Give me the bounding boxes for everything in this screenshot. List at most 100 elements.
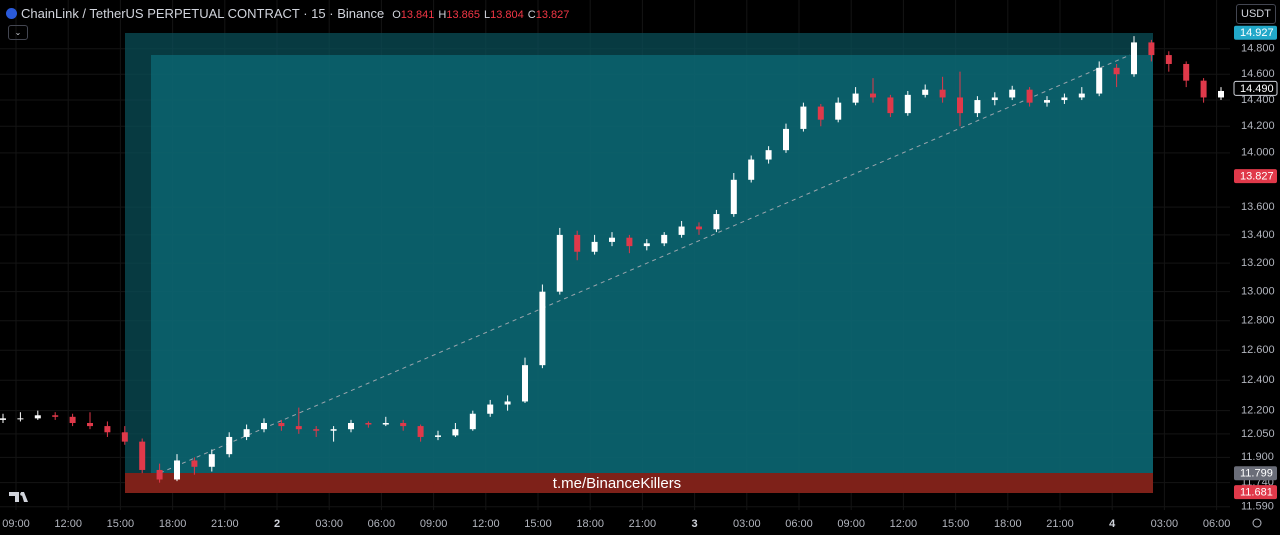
settings-icon[interactable]: [1252, 518, 1262, 528]
candle-body: [1096, 67, 1103, 94]
candle-body: [1044, 100, 1050, 103]
x-tick-label: 3: [692, 518, 698, 530]
ohlc-key: C: [527, 8, 536, 21]
x-tick-label: 18:00: [994, 518, 1022, 530]
price-label-box: [1234, 25, 1277, 40]
symbol-title[interactable]: ChainLink / TetherUS PERPETUAL CONTRACT …: [21, 5, 385, 21]
position-stop-zone: [125, 473, 1153, 493]
candle-body: [922, 89, 929, 95]
y-tick-label: 14.200: [1241, 120, 1275, 132]
price-label-box: [1234, 485, 1277, 500]
y-tick-label: 12.200: [1241, 405, 1275, 417]
candle-body: [626, 237, 633, 247]
candle-body: [765, 150, 772, 160]
x-tick-label: 18:00: [576, 518, 604, 530]
candle-body: [800, 106, 807, 129]
time-axis-bg: [0, 510, 1230, 535]
x-tick-label: 4: [1109, 518, 1116, 530]
ohlc-key: L: [484, 8, 491, 21]
candle-body: [452, 429, 459, 436]
candle-body: [348, 422, 354, 430]
candle-body: [783, 128, 789, 151]
ohlc-key: H: [438, 8, 447, 21]
candle-body: [939, 89, 946, 98]
candle-body: [1200, 80, 1207, 98]
y-tick-label: 13.400: [1241, 229, 1275, 241]
y-tick-label: 12.050: [1241, 428, 1275, 440]
candle-body: [748, 159, 755, 180]
y-tick-label: 12.400: [1241, 374, 1275, 386]
ohlc-value: 13.804: [490, 8, 524, 21]
position-inner-zone: [151, 55, 1153, 473]
x-tick-label: 06:00: [368, 518, 396, 530]
candle-body: [52, 415, 59, 417]
tv-logo: [9, 492, 28, 502]
candle-body: [295, 426, 302, 430]
candle-body: [435, 435, 441, 437]
candle-body: [504, 401, 511, 405]
candle-body: [0, 418, 6, 420]
x-tick-label: 12:00: [472, 518, 500, 530]
symbol-icon: [6, 7, 17, 19]
candle-body: [382, 422, 389, 425]
candle-body: [609, 237, 615, 242]
x-tick-label: 18:00: [159, 518, 187, 530]
candle-body: [278, 422, 285, 427]
candle-body: [835, 102, 842, 120]
candle-body: [661, 234, 668, 244]
position-line: [159, 54, 1131, 474]
y-tick-label: 13.000: [1241, 286, 1275, 298]
x-tick-label: 06:00: [785, 518, 813, 530]
candle-body: [974, 100, 981, 114]
y-tick-label: 12.600: [1241, 344, 1275, 356]
candle-body: [121, 432, 128, 442]
candle-body: [591, 241, 598, 252]
candle-body: [643, 243, 650, 247]
x-tick-label: 12:00: [890, 518, 918, 530]
candle-body: [957, 97, 963, 114]
ohlc-key: O: [392, 8, 401, 21]
y-tick-label: 14.800: [1241, 43, 1275, 55]
candle-body: [330, 429, 337, 431]
price-label: 11.681: [1240, 487, 1273, 499]
candle-body: [1183, 63, 1190, 81]
ohlc-value: 13.827: [535, 8, 570, 21]
x-tick-label: 15:00: [107, 518, 135, 530]
y-tick-label: 14.600: [1241, 68, 1275, 80]
candle-body: [1026, 89, 1033, 103]
candle-body: [556, 234, 563, 292]
candle-body: [208, 454, 215, 467]
candle-body: [696, 226, 702, 230]
x-tick-label: 03:00: [315, 518, 343, 530]
candle-body: [713, 214, 720, 230]
x-tick-label: 15:00: [942, 518, 970, 530]
logo-dot: [20, 492, 24, 496]
collapse-button[interactable]: ⌄: [8, 25, 28, 40]
x-tick-label: 21:00: [211, 518, 239, 530]
x-tick-label: 15:00: [524, 518, 552, 530]
candle-body: [539, 291, 546, 366]
x-tick-label: 21:00: [629, 518, 657, 530]
candle-body: [991, 97, 998, 101]
candle-body: [1078, 93, 1085, 98]
x-tick-label: 09:00: [420, 518, 448, 530]
candle-body: [87, 422, 93, 427]
price-label-box: [1233, 80, 1278, 96]
ohlc-value: 13.841: [400, 8, 435, 21]
candle-body: [574, 234, 581, 252]
candle-body: [313, 429, 320, 431]
x-tick-label: 03:00: [1151, 518, 1179, 530]
candle-body: [678, 226, 685, 235]
candle-body: [487, 404, 494, 414]
y-tick-label: 12.800: [1241, 315, 1275, 327]
candle-body: [226, 436, 233, 455]
price-label: 14.927: [1240, 27, 1274, 39]
candle-body: [243, 429, 250, 437]
candle-body: [1061, 97, 1068, 101]
candle-body: [417, 426, 424, 437]
currency-button[interactable]: USDT: [1236, 4, 1276, 24]
y-tick-label: 14.000: [1241, 147, 1275, 159]
y-tick-label: 13.600: [1241, 201, 1275, 213]
